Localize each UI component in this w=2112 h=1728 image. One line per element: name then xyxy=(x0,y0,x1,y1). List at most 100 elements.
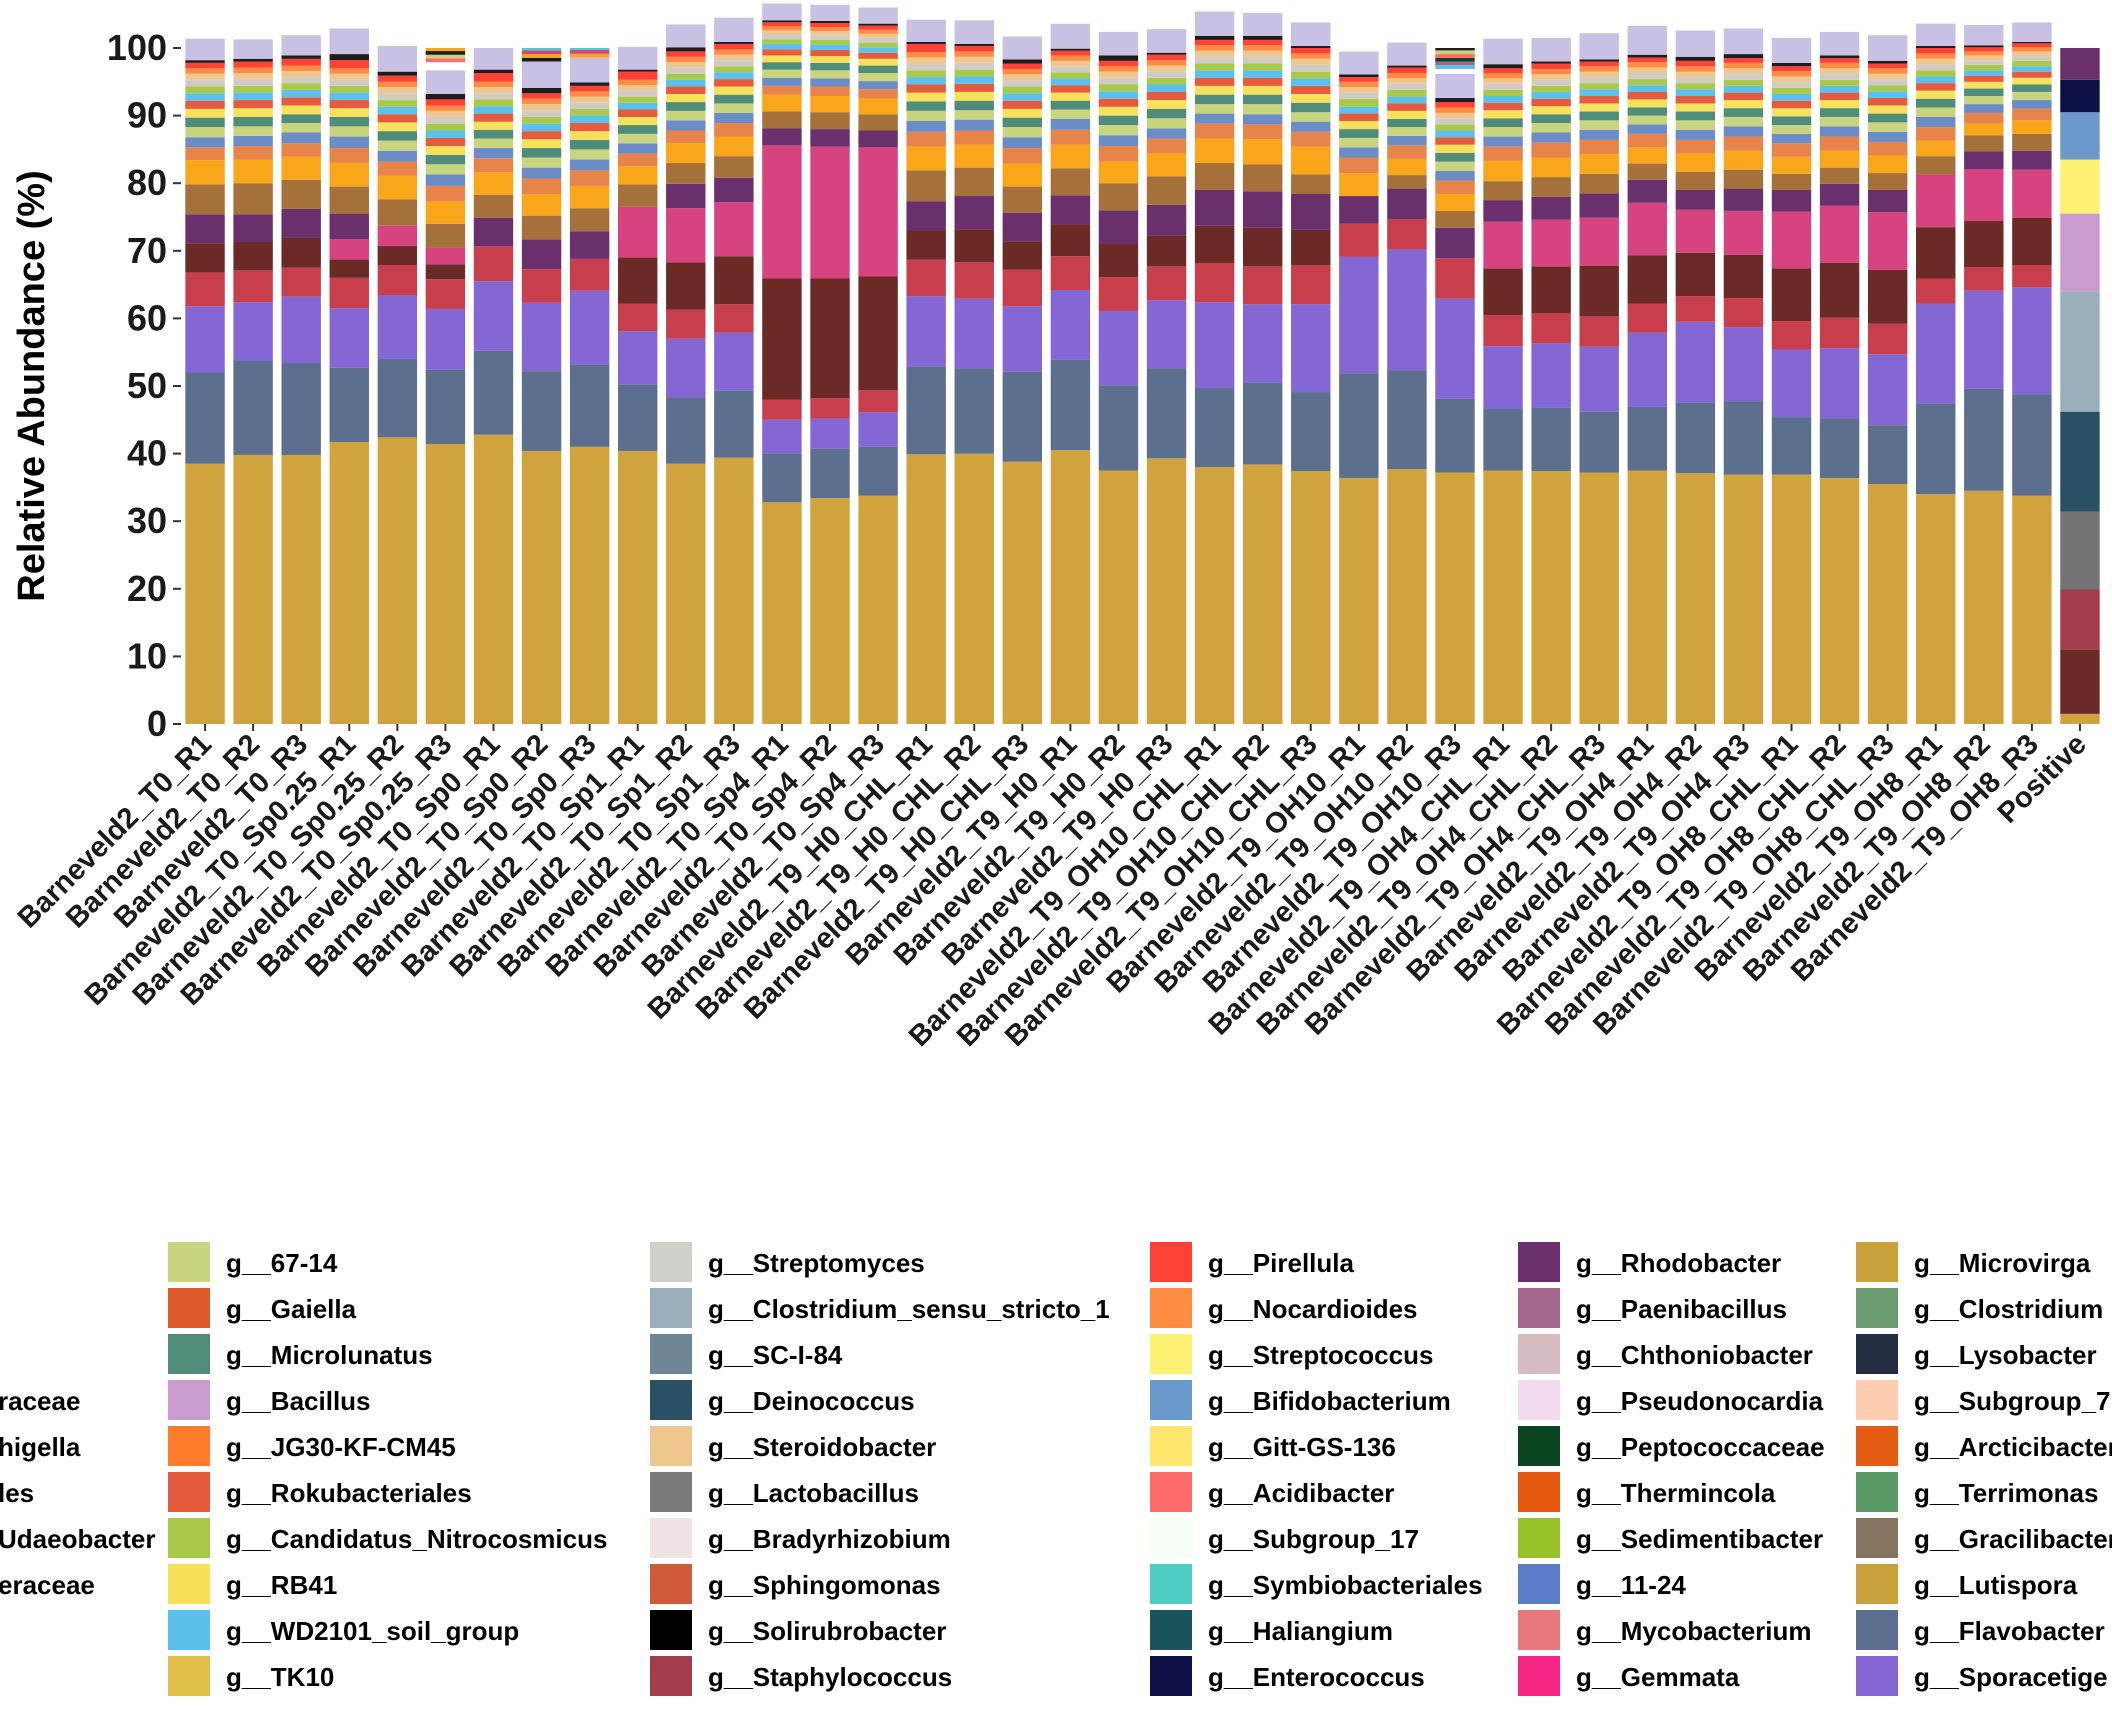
bar-segment xyxy=(473,158,514,173)
bar-segment xyxy=(1916,140,1956,157)
bar-segment xyxy=(1050,129,1091,145)
bar-segment xyxy=(906,230,946,260)
bar-segment xyxy=(1002,212,1043,242)
bar-segment xyxy=(521,139,562,149)
bar-segment xyxy=(1964,151,2004,170)
legend-label: g__Gaiella xyxy=(226,1294,357,1324)
bar-segment xyxy=(1291,58,1331,65)
bar-segment xyxy=(1098,29,1139,32)
legend-swatch xyxy=(1150,1426,1192,1466)
bar-segment xyxy=(714,177,754,203)
bar-segment xyxy=(1723,54,1764,59)
bar-segment xyxy=(569,258,610,291)
bar-segment xyxy=(1771,37,1812,63)
bar-segment xyxy=(1819,58,1860,63)
bar-segment xyxy=(618,85,658,91)
bar-segment xyxy=(1050,195,1091,225)
bar-segment xyxy=(2060,79,2100,113)
bar-segment xyxy=(1819,92,1860,101)
bar-segment xyxy=(377,122,418,132)
bar-segment xyxy=(762,85,802,95)
bar-segment xyxy=(1098,310,1139,386)
bar-segment xyxy=(954,119,994,131)
bar-segment xyxy=(1002,63,1043,69)
bar-segment xyxy=(1050,60,1091,67)
bar-segment xyxy=(473,106,514,114)
bar-segment xyxy=(1435,161,1475,172)
legend-swatch xyxy=(168,1426,210,1466)
bar-segment xyxy=(666,62,706,68)
bar-segment xyxy=(1771,31,1812,38)
bar-segment xyxy=(377,140,418,151)
legend-label: g__TK10 xyxy=(226,1662,334,1692)
legend-label-partial: higella xyxy=(0,1432,81,1462)
bar-segment xyxy=(1531,407,1571,472)
bar-segment xyxy=(1916,53,1956,59)
bar-segment xyxy=(1291,131,1331,147)
bar-segment xyxy=(1867,63,1908,69)
bar-segment xyxy=(1050,50,1091,56)
bar-segment xyxy=(1675,296,1716,322)
bar-segment xyxy=(858,3,898,8)
legend-swatch xyxy=(1518,1518,1560,1558)
bar-segment xyxy=(1002,148,1043,164)
bar-segment xyxy=(954,56,994,63)
bar-segment xyxy=(618,71,658,80)
bar-segment xyxy=(1627,179,1667,203)
bar-segment xyxy=(2012,120,2052,134)
legend-swatch xyxy=(1150,1564,1192,1604)
bar-segment xyxy=(762,49,802,56)
bar-segment xyxy=(281,123,321,133)
bar-segment xyxy=(1675,209,1716,253)
bar-segment xyxy=(1675,27,1716,31)
bar-segment xyxy=(666,130,706,144)
bar-segment xyxy=(1002,80,1043,87)
bar-segment xyxy=(1819,348,1860,419)
bar-segment xyxy=(714,123,754,137)
bar-segment xyxy=(1627,20,1667,26)
bar-segment xyxy=(1483,315,1523,347)
bar-segment xyxy=(1291,471,1331,724)
bar-segment xyxy=(1194,388,1235,468)
bar-segment xyxy=(954,62,994,70)
bar-segment xyxy=(714,332,754,391)
bar-segment xyxy=(1771,156,1812,174)
bar-segment xyxy=(1531,114,1571,124)
legend-swatch xyxy=(650,1656,692,1696)
bar-segment xyxy=(1050,224,1091,257)
bar-segment xyxy=(1627,147,1667,164)
bar-segment xyxy=(1002,371,1043,462)
bar-segment xyxy=(1483,96,1523,103)
bar-segment xyxy=(233,270,273,303)
bar-segment xyxy=(2060,649,2100,714)
bar-segment xyxy=(185,127,225,138)
bar-segment xyxy=(281,29,321,36)
legend-swatch xyxy=(1518,1334,1560,1374)
legend-swatch xyxy=(650,1472,692,1512)
bar-segment xyxy=(1483,346,1523,409)
bar-segment xyxy=(810,22,850,28)
legend-label: g__Microlunatus xyxy=(226,1340,433,1370)
bar-segment xyxy=(473,138,514,149)
bar-segment xyxy=(666,208,706,263)
bar-segment xyxy=(1916,90,1956,99)
bar-segment xyxy=(1435,118,1475,125)
bar-segment xyxy=(954,110,994,120)
bar-segment xyxy=(1483,38,1523,65)
bar-segment xyxy=(1242,139,1283,165)
bar-segment xyxy=(1675,71,1716,78)
bar-segment xyxy=(233,73,273,80)
bar-segment xyxy=(1819,126,1860,137)
bar-segment xyxy=(329,92,369,101)
bar-segment xyxy=(1435,73,1475,99)
bar-segment xyxy=(377,81,418,88)
bar-segment xyxy=(185,62,225,69)
bar-segment xyxy=(569,159,610,171)
bar-segment xyxy=(377,106,418,115)
bar-segment xyxy=(1387,67,1427,74)
bar-segment xyxy=(1242,164,1283,192)
bar-segment xyxy=(1098,210,1139,245)
bar-segment xyxy=(810,31,850,36)
bar-segment xyxy=(1194,225,1235,263)
bar-segment-minor xyxy=(521,50,562,55)
